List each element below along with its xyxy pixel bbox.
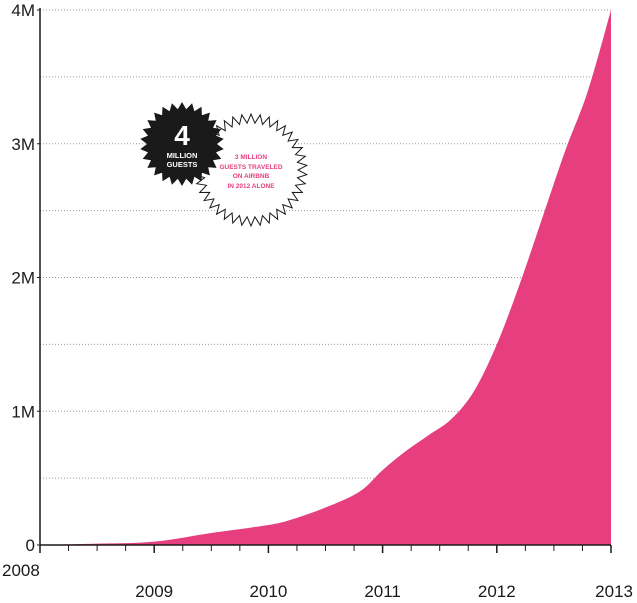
gridlines <box>40 9 611 479</box>
y-tick-label: 3M <box>11 135 35 154</box>
outline-badge-line-3: ON AIRBNB <box>233 173 270 180</box>
outline-badge-line-1: 3 MILLION <box>235 154 267 161</box>
y-axis-ticks: 0 1M 2M 3M 4M <box>11 1 40 555</box>
guests-area <box>40 10 611 545</box>
black-starburst-shape <box>140 102 224 186</box>
outline-badge-line-4: IN 2012 ALONE <box>227 183 275 190</box>
y-tick-label: 1M <box>11 402 35 421</box>
x-tick-label: 2012 <box>478 582 516 601</box>
y-tick-label: 2M <box>11 269 35 288</box>
x-tick-label: 2010 <box>249 582 287 601</box>
black-badge-line-2: GUESTS <box>167 160 198 169</box>
x-tick-label: 2011 <box>364 582 401 601</box>
black-badge-number: 4 <box>174 120 190 151</box>
x-tick-label: 2013 <box>595 582 633 601</box>
y-tick-label: 4M <box>11 1 35 20</box>
black-starburst-badge: 4 MILLION GUESTS <box>140 102 224 186</box>
black-badge-line-1: MILLION <box>167 151 198 160</box>
x-tick-label: 2009 <box>135 582 173 601</box>
outline-badge-line-2: GUESTS TRAVELED <box>219 164 282 171</box>
y-tick-label: 0 <box>26 536 35 555</box>
x-tick-label: 2008 <box>2 561 40 580</box>
x-axis-ticks: 2008 2009 2010 2011 2012 2013 <box>2 545 633 601</box>
